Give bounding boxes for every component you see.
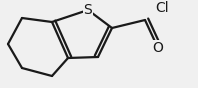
Text: O: O [153,41,163,55]
Text: S: S [84,3,92,17]
Text: Cl: Cl [155,1,169,15]
